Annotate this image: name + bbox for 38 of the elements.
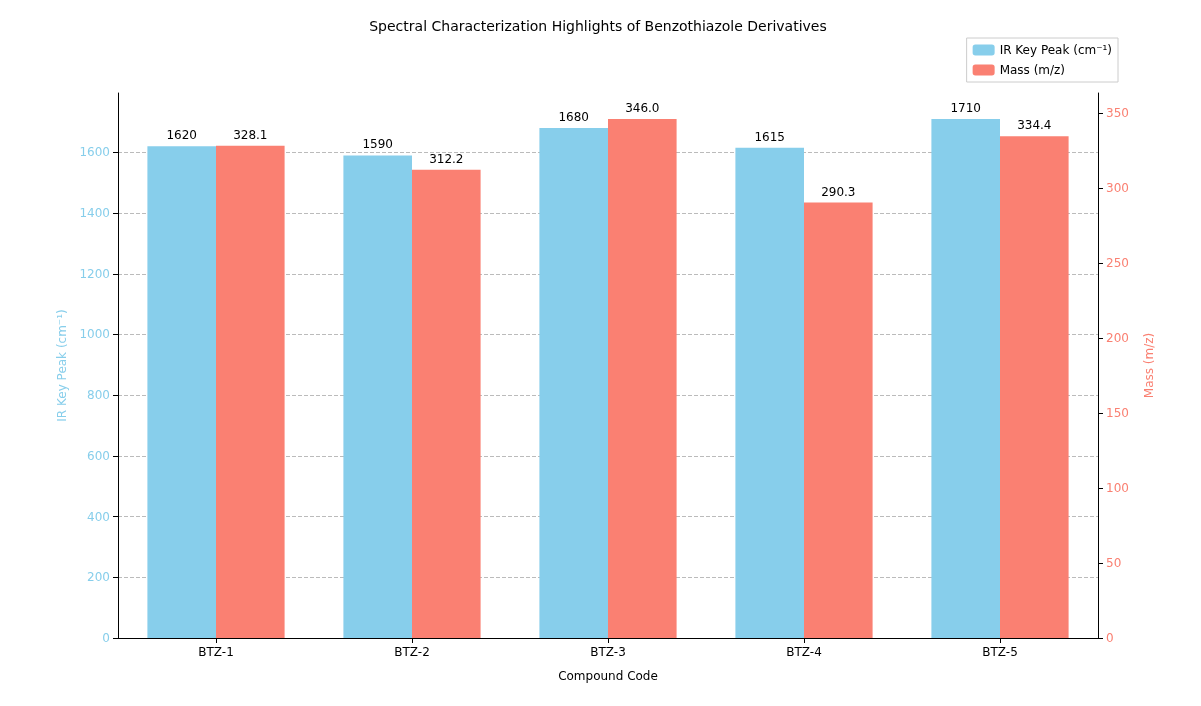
- y-tick-label: 600: [87, 448, 110, 463]
- y-tick-label: 1600: [79, 145, 110, 160]
- data-label: 1615: [754, 129, 785, 144]
- data-label: 334.4: [1017, 118, 1052, 133]
- x-tick-label: BTZ-2: [394, 645, 430, 659]
- x-tick-label: BTZ-4: [786, 645, 822, 659]
- data-label: 1590: [362, 137, 393, 152]
- y-tick-label: 200: [87, 570, 110, 585]
- y2-tick-label: 250: [1106, 255, 1129, 270]
- y-tick-label: 1400: [79, 206, 110, 221]
- x-axis-title: Compound Code: [558, 669, 658, 683]
- chart-title: Spectral Characterization Highlights of Benzothiazole Derivatives: [369, 18, 827, 34]
- data-label: 312.2: [429, 151, 464, 166]
- y2-tick-label: 300: [1106, 180, 1129, 195]
- y-tick-label: 0: [102, 631, 110, 645]
- y-tick-label: 1200: [79, 266, 110, 281]
- y-tick-label: 800: [87, 388, 110, 403]
- y2-tick-label: 100: [1106, 480, 1129, 495]
- y-tick-label: 1000: [79, 327, 110, 342]
- y2-tick-label: 50: [1106, 555, 1122, 570]
- y2-tick-label: 350: [1106, 105, 1129, 120]
- legend-label: IR Key Peak (cm⁻¹): [999, 43, 1113, 57]
- data-label: 1680: [558, 110, 589, 125]
- x-tick-label: BTZ-5: [982, 645, 1018, 659]
- data-label: 290.3: [821, 184, 856, 199]
- y2-tick-label: 150: [1106, 405, 1129, 420]
- data-label: 1710: [950, 100, 981, 115]
- data-label: 328.1: [233, 127, 268, 142]
- x-tick-label: BTZ-1: [198, 645, 234, 659]
- data-label: 1620: [166, 128, 197, 143]
- x-tick-label: BTZ-3: [590, 645, 626, 659]
- y-axis-title: IR Key Peak (cm⁻¹): [55, 309, 69, 422]
- y2-tick-label: 200: [1106, 330, 1129, 345]
- data-label: 346.0: [625, 100, 660, 115]
- y-tick-label: 400: [87, 509, 110, 524]
- y2-axis-title: Mass (m/z): [1142, 332, 1156, 399]
- legend-label: Mass (m/z): [999, 63, 1066, 77]
- y2-tick-label: 0: [1106, 631, 1114, 645]
